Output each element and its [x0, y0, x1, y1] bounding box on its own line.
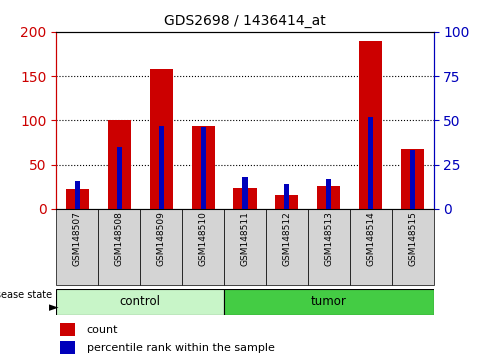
Bar — [243, 177, 247, 209]
Bar — [392, 209, 434, 285]
Text: GSM148509: GSM148509 — [157, 211, 166, 266]
Bar — [224, 209, 266, 285]
Text: GSM148507: GSM148507 — [73, 211, 82, 266]
Bar — [108, 120, 131, 209]
Bar — [368, 117, 373, 209]
Bar — [60, 341, 75, 354]
Text: count: count — [87, 325, 118, 335]
Text: GSM148511: GSM148511 — [241, 211, 249, 266]
Bar — [200, 127, 206, 209]
Text: GSM148510: GSM148510 — [198, 211, 208, 266]
Text: control: control — [120, 295, 161, 308]
Text: disease state: disease state — [0, 290, 52, 300]
Bar — [284, 184, 290, 209]
Bar — [359, 41, 382, 209]
Bar — [117, 147, 122, 209]
Bar — [149, 69, 172, 209]
Text: GSM148515: GSM148515 — [408, 211, 417, 266]
Text: GSM148508: GSM148508 — [115, 211, 124, 266]
Bar — [60, 323, 75, 336]
Bar — [350, 209, 392, 285]
Bar — [224, 289, 434, 315]
Bar — [326, 179, 331, 209]
Bar — [66, 189, 89, 209]
Text: GSM148513: GSM148513 — [324, 211, 333, 266]
Bar — [266, 209, 308, 285]
Bar — [140, 209, 182, 285]
Bar — [192, 126, 215, 209]
Text: tumor: tumor — [311, 295, 347, 308]
Bar — [75, 181, 80, 209]
Bar — [56, 289, 224, 315]
Title: GDS2698 / 1436414_at: GDS2698 / 1436414_at — [164, 14, 326, 28]
Bar — [233, 188, 257, 209]
Bar — [308, 209, 350, 285]
Bar — [159, 126, 164, 209]
Text: GSM148512: GSM148512 — [282, 211, 292, 266]
Bar — [401, 149, 424, 209]
Bar — [182, 209, 224, 285]
Bar — [410, 150, 415, 209]
Bar — [98, 209, 140, 285]
Bar — [56, 209, 98, 285]
Bar — [275, 195, 298, 209]
Text: GSM148514: GSM148514 — [366, 211, 375, 266]
Text: ►: ► — [49, 301, 58, 314]
Text: percentile rank within the sample: percentile rank within the sample — [87, 343, 274, 353]
Bar — [318, 186, 341, 209]
